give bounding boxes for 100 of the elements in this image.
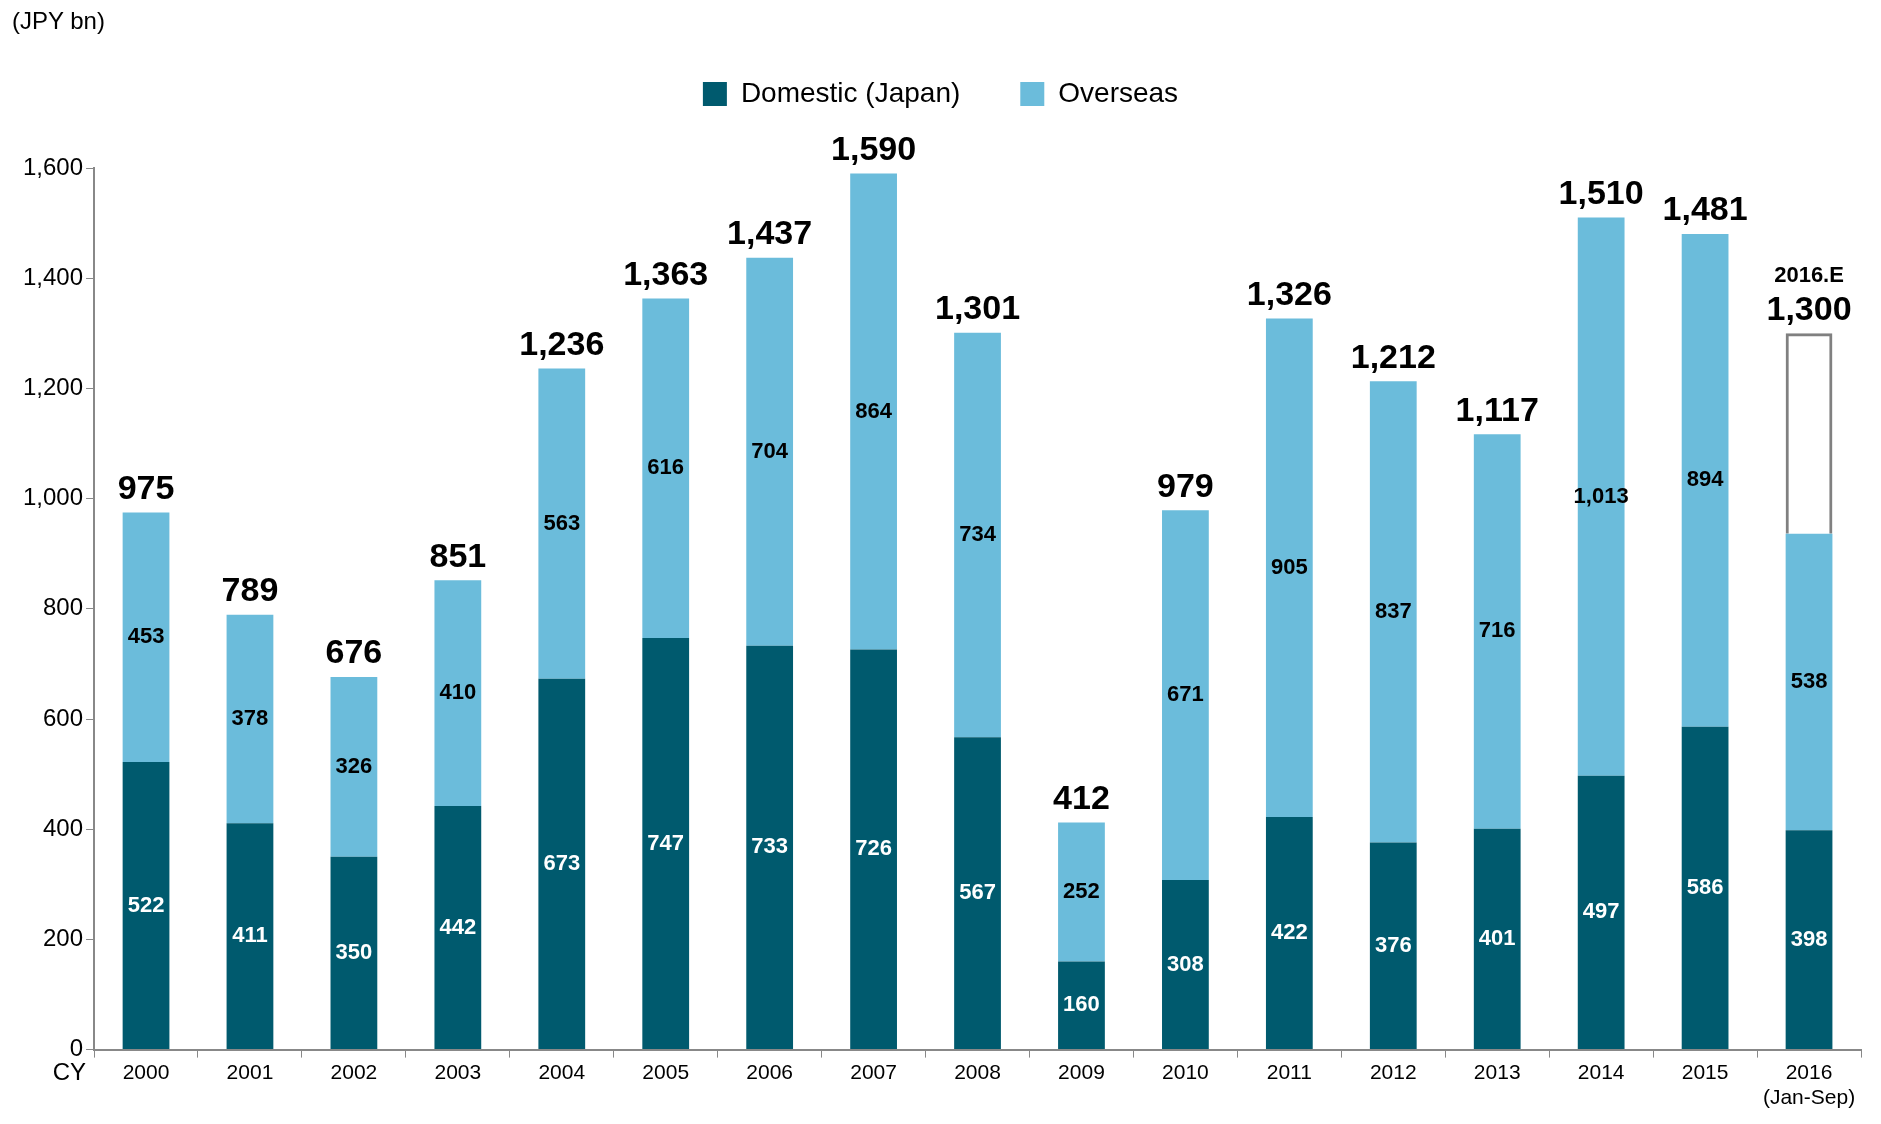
data-label: 704 xyxy=(751,437,789,463)
data-label: 673 xyxy=(543,850,581,875)
annotation: 2016.E xyxy=(1774,262,1844,288)
bar xyxy=(642,298,690,638)
x-tick-label: 2006 xyxy=(746,1060,794,1083)
total-label: 1,212 xyxy=(1350,336,1436,375)
bar xyxy=(1369,381,1417,843)
bar xyxy=(954,737,1001,1050)
data-label: 308 xyxy=(1167,950,1204,976)
y-axis-title: (JPY bn) xyxy=(12,6,105,34)
bar xyxy=(1785,533,1833,831)
data-label: 726 xyxy=(855,835,892,861)
x-tick-label: 2000 xyxy=(122,1060,170,1083)
total-label: 1,363 xyxy=(623,253,709,292)
data-label: 442 xyxy=(439,913,477,939)
y-tick-label: 800 xyxy=(43,593,84,621)
total-label: 1,300 xyxy=(1766,288,1852,327)
bar xyxy=(122,512,170,762)
bar xyxy=(434,806,482,1050)
data-label: 538 xyxy=(1790,668,1828,694)
x-tick-label: 2009 xyxy=(1058,1060,1105,1083)
total-label: 676 xyxy=(325,632,383,671)
x-tick-label: 2008 xyxy=(954,1060,1001,1083)
y-tick-label: 1,000 xyxy=(23,483,84,511)
total-label: 1,437 xyxy=(727,213,813,252)
total-label: 1,590 xyxy=(831,128,917,167)
bar xyxy=(538,368,586,679)
data-label: 716 xyxy=(1478,617,1516,643)
bar xyxy=(226,823,274,1050)
bar xyxy=(1162,510,1209,880)
total-label: 412 xyxy=(1053,777,1110,816)
y-tick-label: 1,400 xyxy=(23,262,84,290)
y-tick-label: 1,600 xyxy=(23,152,84,180)
x-tick-label: 2011 xyxy=(1266,1060,1312,1083)
data-label: 453 xyxy=(127,623,165,649)
bar xyxy=(1577,775,1625,1050)
bar xyxy=(746,645,794,1050)
y-tick-label: 1,200 xyxy=(23,373,84,401)
data-label: 905 xyxy=(1270,553,1308,579)
bar xyxy=(330,856,378,1050)
x-tick-label: 2002 xyxy=(330,1060,378,1083)
bar xyxy=(1785,830,1833,1050)
bar xyxy=(1681,234,1729,727)
x-tick-label: 2005 xyxy=(642,1060,690,1083)
data-label: 410 xyxy=(439,679,477,705)
data-label: 837 xyxy=(1374,597,1412,623)
bar xyxy=(954,332,1001,738)
bar xyxy=(850,173,897,650)
x-tick-label: 2001 xyxy=(226,1060,274,1083)
bar xyxy=(1058,961,1105,1050)
data-label: 616 xyxy=(647,454,685,480)
data-label: 378 xyxy=(231,705,269,731)
total-label: 1,510 xyxy=(1558,172,1644,211)
bar xyxy=(1265,318,1313,818)
x-tick-label: 2015 xyxy=(1681,1060,1729,1083)
total-label: 1,117 xyxy=(1455,389,1539,428)
total-label: 851 xyxy=(429,535,487,574)
data-label: 497 xyxy=(1582,898,1620,924)
legend-label: Overseas xyxy=(1058,76,1179,108)
bar xyxy=(1681,726,1729,1050)
y-tick-label: 400 xyxy=(43,813,84,841)
bar xyxy=(1058,822,1105,962)
data-label: 252 xyxy=(1063,878,1100,904)
x-tick-label: 2013 xyxy=(1473,1060,1521,1083)
data-label: 350 xyxy=(335,938,373,964)
data-label: 160 xyxy=(1063,991,1100,1017)
bar xyxy=(1369,842,1417,1050)
bar xyxy=(330,677,378,857)
total-label: 975 xyxy=(117,467,175,506)
data-label: 326 xyxy=(335,753,373,778)
total-label: 1,481 xyxy=(1662,189,1748,228)
x-tick-label: 2003 xyxy=(434,1060,482,1083)
bar xyxy=(642,638,690,1050)
bar xyxy=(1265,817,1313,1050)
data-label: 422 xyxy=(1270,919,1308,945)
data-label: 864 xyxy=(855,397,893,423)
data-label: 733 xyxy=(751,833,789,859)
x-tick-label: 2016 (Jan-Sep) xyxy=(1762,1060,1856,1109)
x-tick-label: 2007 xyxy=(850,1060,897,1083)
data-label: 671 xyxy=(1167,681,1204,707)
bar xyxy=(850,649,897,1050)
x-tick-label: 2014 xyxy=(1577,1060,1625,1083)
bar xyxy=(122,761,170,1050)
data-label: 567 xyxy=(959,879,996,905)
bar xyxy=(1473,828,1521,1050)
x-tick-label: 2004 xyxy=(538,1060,586,1083)
x-tick-label: 2012 xyxy=(1369,1060,1417,1083)
x-tick-label: 2010 xyxy=(1162,1060,1209,1083)
bar xyxy=(226,614,274,824)
y-tick-label: 600 xyxy=(43,703,84,731)
bar xyxy=(538,678,586,1050)
total-label: 789 xyxy=(221,570,279,609)
data-label: 747 xyxy=(647,829,685,855)
total-label: 979 xyxy=(1157,465,1214,504)
data-label: 734 xyxy=(959,521,997,547)
total-label: 1,301 xyxy=(934,288,1021,327)
data-label: 398 xyxy=(1790,925,1828,951)
bar xyxy=(1162,879,1209,1050)
data-label: 563 xyxy=(543,509,581,535)
data-label: 411 xyxy=(232,922,268,948)
